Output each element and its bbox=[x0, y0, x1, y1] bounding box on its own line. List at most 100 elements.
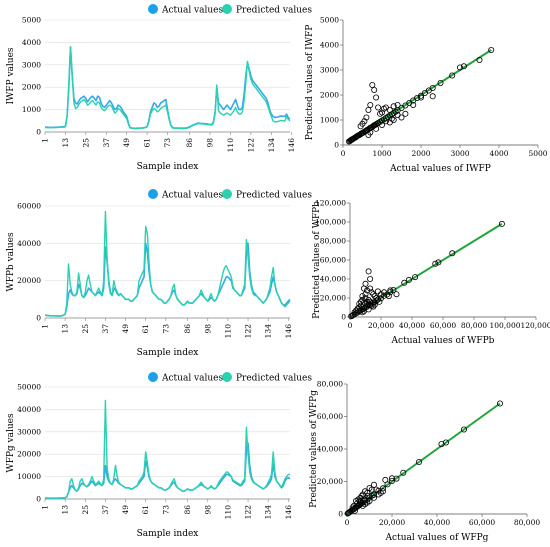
data-point bbox=[460, 426, 467, 433]
data-point bbox=[415, 458, 422, 465]
x-tick-label: 5000 bbox=[528, 149, 547, 158]
data-point bbox=[400, 469, 407, 476]
x-tick-label: 100,000 bbox=[489, 321, 520, 330]
y-tick-label: 1000 bbox=[22, 105, 41, 114]
x-tick-label: 13 bbox=[61, 138, 70, 148]
legend: Actual values Predicted values bbox=[148, 4, 312, 16]
y-tick-label: 0 bbox=[36, 128, 41, 137]
x-tick-label: 49 bbox=[121, 505, 130, 515]
data-point bbox=[488, 47, 495, 54]
data-point bbox=[360, 496, 367, 503]
x-tick-label: 120,000 bbox=[520, 321, 550, 330]
data-point bbox=[381, 289, 388, 296]
data-point bbox=[390, 103, 397, 110]
legend-actual-swatch bbox=[148, 4, 158, 14]
data-point bbox=[370, 491, 377, 498]
x-axis-title: Sample index bbox=[137, 529, 199, 539]
data-point bbox=[388, 477, 395, 484]
data-point bbox=[449, 72, 456, 79]
x-tick-label: 37 bbox=[102, 138, 111, 148]
legend-actual-label: Actual values bbox=[161, 191, 224, 201]
data-point bbox=[435, 259, 442, 266]
data-point bbox=[362, 291, 369, 298]
x-tick-label: 146 bbox=[284, 324, 293, 339]
fit-line bbox=[349, 223, 503, 318]
x-tick-label: 110 bbox=[223, 505, 232, 520]
data-point bbox=[386, 107, 393, 114]
data-point bbox=[429, 93, 436, 100]
data-point bbox=[385, 293, 392, 300]
x-tick-label: 86 bbox=[183, 505, 192, 515]
y-tick-label: 2000 bbox=[320, 91, 339, 100]
y-tick-label: 40000 bbox=[17, 239, 41, 248]
data-point bbox=[498, 220, 505, 227]
series-predicted-line bbox=[44, 210, 291, 317]
data-point bbox=[379, 488, 386, 495]
y-tick-label: 3000 bbox=[22, 60, 41, 69]
x-tick-label: 0 bbox=[341, 149, 346, 158]
x-tick-label: 40,000 bbox=[399, 321, 425, 330]
x-axis-title: Sample index bbox=[137, 162, 199, 172]
data-point bbox=[377, 110, 384, 117]
x-tick-label: 0 bbox=[348, 321, 353, 330]
y-tick-label: 30000 bbox=[17, 427, 41, 436]
y-axis-title: IWFP values bbox=[6, 47, 16, 104]
data-point bbox=[367, 298, 374, 305]
data-point bbox=[364, 489, 371, 496]
y-axis-title: Predicted values of IWFP bbox=[305, 25, 315, 141]
data-point bbox=[417, 92, 424, 99]
data-point bbox=[364, 300, 371, 307]
data-point bbox=[370, 481, 377, 488]
line-chart: 0 1000 2000 3000 4000 5000 1 13 25 37 49 61 73 86 98 11… bbox=[6, 16, 296, 173]
data-point bbox=[371, 293, 378, 300]
x-tick-label: 4000 bbox=[489, 149, 508, 158]
data-point bbox=[357, 298, 364, 305]
y-axis-title: Predicted values of WFPb bbox=[312, 201, 322, 319]
x-tick-label: 134 bbox=[264, 505, 273, 520]
y-tick-label: 2000 bbox=[22, 83, 41, 92]
x-tick-label: 60,000 bbox=[469, 518, 495, 527]
legend-actual-label: Actual values bbox=[161, 6, 224, 16]
x-tick-label: 134 bbox=[267, 138, 276, 153]
data-point bbox=[402, 110, 409, 117]
data-point bbox=[417, 94, 424, 101]
legend-predicted-label: Predicted values bbox=[236, 6, 312, 16]
data-point bbox=[370, 494, 377, 501]
y-tick-label: 5000 bbox=[22, 16, 41, 25]
x-tick-label: 98 bbox=[203, 505, 212, 515]
x-tick-label: 110 bbox=[223, 324, 232, 339]
data-point bbox=[382, 118, 389, 125]
x-tick-label: 3000 bbox=[450, 149, 469, 158]
data-point bbox=[380, 105, 387, 112]
scatter-chart: 0 20,000 40,000 60,000 80,000 100,000 120,0000… bbox=[312, 199, 550, 347]
data-point bbox=[373, 94, 380, 101]
y-tick-label: 4000 bbox=[22, 38, 41, 47]
data-point bbox=[362, 294, 369, 301]
legend-predicted-swatch bbox=[222, 4, 232, 14]
x-tick-label: 1 bbox=[41, 505, 50, 510]
y-tick-label: 10000 bbox=[17, 472, 41, 481]
x-tick-label: 98 bbox=[203, 324, 212, 334]
y-tick-label: 4000 bbox=[320, 41, 339, 50]
x-tick-label: 86 bbox=[183, 324, 192, 334]
data-point bbox=[369, 82, 376, 89]
y-tick-label: 40,000 bbox=[317, 445, 343, 454]
data-point bbox=[365, 493, 372, 500]
x-axis-title: Sample index bbox=[137, 348, 199, 358]
data-point bbox=[437, 80, 444, 87]
y-tick-label: 0 bbox=[341, 313, 346, 322]
x-tick-label: 110 bbox=[226, 138, 235, 153]
data-point bbox=[410, 102, 417, 109]
data-point bbox=[387, 287, 394, 294]
y-tick-label: 120,000 bbox=[315, 199, 346, 208]
y-tick-label: 40,000 bbox=[320, 275, 346, 284]
line-chart: 0 10000 20000 30000 40000 50000 1 13 25 37 49 61 73 8… bbox=[6, 383, 293, 540]
data-point bbox=[361, 118, 368, 125]
data-point bbox=[365, 107, 372, 114]
x-tick-label: 49 bbox=[122, 138, 131, 148]
data-point bbox=[356, 300, 363, 307]
data-point bbox=[367, 285, 374, 292]
legend-actual-swatch bbox=[148, 372, 158, 382]
y-tick-label: 40000 bbox=[17, 405, 41, 414]
